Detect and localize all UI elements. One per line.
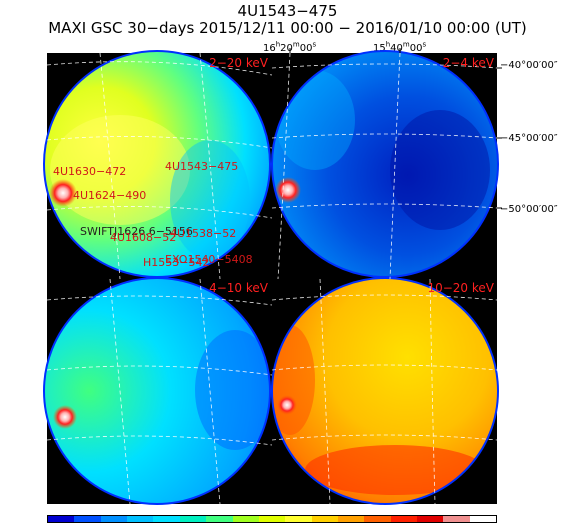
map-subtitle: MAXI GSC 30−days 2015/12/11 00:00 − 2016… (48, 19, 527, 37)
color-scale-segment (127, 516, 154, 522)
source-label: SWIFTJ1626.6−5156 (80, 225, 193, 238)
color-scale-bar (47, 515, 497, 523)
band-label-4-10: 4−10 keV (209, 281, 269, 295)
color-scale-segment (390, 516, 418, 522)
map-title: 4U1543−475 (237, 2, 338, 20)
color-scale-segment (100, 516, 128, 522)
source-label: H1553−542 (143, 256, 209, 269)
ra-label-2: 15h40m00s (373, 41, 427, 55)
source-label: 4U1538−52 (170, 227, 236, 240)
ra-label-1: 16h20m00s (263, 41, 317, 55)
source-label: 4U1608−52 (110, 231, 176, 244)
dec-label-2: −45°00′00″ (500, 133, 558, 144)
band-label-2-20: 2−20 keV (209, 56, 269, 70)
color-scale-segment (364, 516, 391, 522)
source-label: 4U1630−472 (53, 165, 126, 178)
color-scale-segment (469, 516, 497, 522)
source-label: EXO1540−5408 (165, 253, 253, 266)
dec-label-1: −40°00′00″ (500, 60, 558, 71)
source-label: 4U1624−490 (73, 189, 146, 202)
color-scale-segment (285, 516, 312, 522)
color-scale-segment (153, 516, 180, 522)
color-scale-segment (74, 516, 101, 522)
color-scale-segment (258, 516, 286, 522)
color-scale-segment (48, 516, 75, 522)
color-scale-segment (311, 516, 338, 522)
band-label-2-4: 2−4 keV (443, 56, 495, 70)
color-scale-segment (206, 516, 233, 522)
source-label: 4U1543−475 (165, 160, 238, 173)
color-scale-segment (337, 516, 365, 522)
color-scale-segment (443, 516, 470, 522)
color-scale-segment (232, 516, 259, 522)
color-scale-segment (179, 516, 207, 522)
dec-label-3: −50°00′00″ (500, 204, 558, 215)
color-scale-segment (417, 516, 444, 522)
band-label-10-20: 10−20 keV (427, 281, 494, 295)
